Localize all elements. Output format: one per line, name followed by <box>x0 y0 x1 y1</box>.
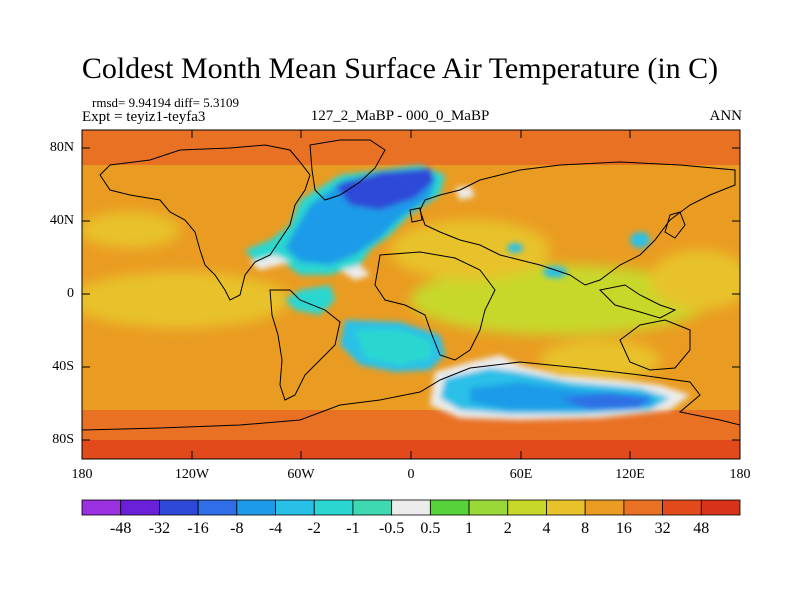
colorbar <box>81 499 741 516</box>
colorbar-swatch <box>236 499 276 516</box>
rmsd-diff-label: rmsd= 9.94194 diff= 5.3109 <box>92 95 239 110</box>
x-tick-label: 120W <box>174 467 210 482</box>
colorbar-label: -0.5 <box>378 520 405 537</box>
colorbar-swatch <box>197 499 238 516</box>
field-asia-patch-2 <box>630 232 650 248</box>
coast-antarctica <box>82 361 740 431</box>
field-africa-north <box>390 220 550 280</box>
colorbar-label: 1 <box>465 520 474 537</box>
x-tick-label: 60W <box>287 467 315 482</box>
colorbar-label: -2 <box>307 520 321 537</box>
x-tick-label: 120E <box>615 467 645 482</box>
colorbar-swatch <box>429 499 470 516</box>
y-tick-label: 80N <box>49 140 74 155</box>
y-ticks <box>82 147 740 441</box>
temperature-field <box>82 130 740 459</box>
colorbar-swatch <box>468 499 509 516</box>
colorbar-swatch <box>120 499 160 516</box>
x-tick-label: 180 <box>71 467 93 482</box>
field-north-atlantic-anomaly <box>245 165 475 315</box>
field-asia-patch-3 <box>507 243 523 253</box>
coast-japan <box>664 211 686 239</box>
field-south-atlantic-anomaly <box>340 320 445 372</box>
y-tick-label: 80S <box>52 432 74 447</box>
colorbar-label: -8 <box>230 520 244 537</box>
colorbar-label: -16 <box>187 520 209 537</box>
colorbar-label: 0.5 <box>420 520 441 537</box>
expt-label: Expt = teyiz1-teyfa3 <box>82 109 206 125</box>
colorbar-swatch <box>275 499 315 516</box>
field-south-indian <box>540 340 660 380</box>
colorbar-label: -32 <box>148 520 171 537</box>
colorbar-label: -48 <box>110 520 132 537</box>
colorbar-label: 8 <box>581 520 590 537</box>
colorbar-swatch <box>352 499 393 516</box>
coast-greenland <box>309 139 386 201</box>
coastlines <box>82 139 740 431</box>
colorbar-label: 4 <box>542 520 551 537</box>
colorbar-label: 16 <box>615 520 632 537</box>
coast-south-america <box>269 289 341 401</box>
y-tick-label: 40N <box>49 213 74 228</box>
y-tick-label: 40S <box>52 359 74 374</box>
coast-africa <box>374 251 496 361</box>
subtitle-right: ANN <box>709 108 743 124</box>
field-antarctic-edge <box>82 440 740 459</box>
colorbar-swatch <box>159 499 199 516</box>
colorbar-swatch <box>662 499 702 516</box>
coast-australia <box>619 319 691 371</box>
field-asia-patch-1 <box>543 266 567 278</box>
colorbar-swatch <box>81 499 122 516</box>
colorbar-label: -4 <box>268 520 283 537</box>
colorbar-label: 32 <box>654 520 671 537</box>
coast-eurasia <box>419 161 736 286</box>
colorbar-label: 2 <box>503 520 512 537</box>
x-ticks <box>191 130 631 459</box>
colorbar-swatch <box>584 499 625 516</box>
plot-title: Coldest Month Mean Surface Air Temperatu… <box>81 52 719 85</box>
x-tick-label: 0 <box>407 467 415 482</box>
field-east-pacific <box>82 212 180 248</box>
colorbar-label: -1 <box>346 520 360 537</box>
y-tick-label: 0 <box>67 286 74 301</box>
coast-north-america <box>99 144 311 301</box>
subtitle-center: 127_2_MaBP - 000_0_MaBP <box>310 108 490 124</box>
field-indian-tropics <box>410 265 710 335</box>
field-west-pacific <box>650 250 740 310</box>
colorbar-swatch <box>546 499 586 516</box>
coast-uk <box>409 207 423 223</box>
colorbar-label: 48 <box>693 520 710 537</box>
colorbar-swatch <box>507 499 547 516</box>
field-pacific-tropics <box>82 272 290 328</box>
colorbar-swatch <box>623 499 663 516</box>
colorbar-swatch <box>700 499 741 516</box>
colorbar-swatch <box>391 499 431 516</box>
coast-southeast-asia <box>598 284 677 319</box>
field-southern-indian-anomaly <box>430 355 690 420</box>
x-tick-label: 180 <box>729 467 751 482</box>
x-tick-label: 60E <box>509 467 533 482</box>
colorbar-swatch <box>313 499 354 516</box>
